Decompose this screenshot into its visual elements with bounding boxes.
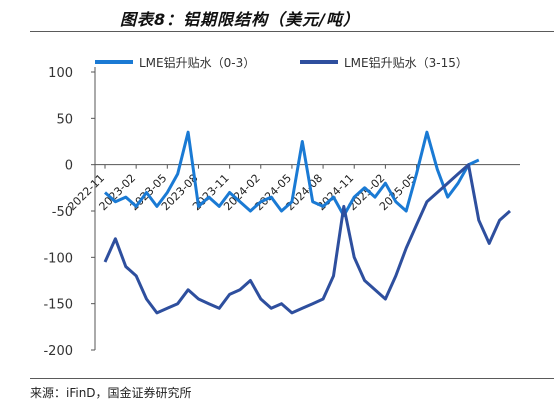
legend-label-2: LME铝升贴水（3-15）: [344, 55, 468, 70]
series-layer: [103, 130, 511, 315]
chart-title: 图表8：铝期限结构（美元/吨）: [120, 10, 360, 29]
top-rule: [30, 31, 554, 32]
legend: LME铝升贴水（0-3） LME铝升贴水（3-15）: [95, 55, 468, 70]
y-tick-label: -200: [43, 344, 73, 359]
y-axis: 100 50 0 -50 -100 -150 -200: [43, 66, 96, 359]
y-tick-label: -150: [43, 298, 73, 313]
y-tick-label: -50: [52, 205, 73, 220]
series-line-1: [104, 130, 480, 218]
y-tick-label: 0: [65, 159, 73, 174]
legend-label-1: LME铝升贴水（0-3）: [139, 55, 255, 70]
source-note: 来源：iFinD，国金证券研究所: [30, 386, 192, 400]
series-line-2: [103, 163, 511, 315]
y-tick-label: 100: [48, 66, 73, 81]
bottom-rule: [30, 378, 554, 379]
y-tick-label: 50: [56, 112, 73, 127]
y-tick-label: -100: [43, 251, 73, 266]
